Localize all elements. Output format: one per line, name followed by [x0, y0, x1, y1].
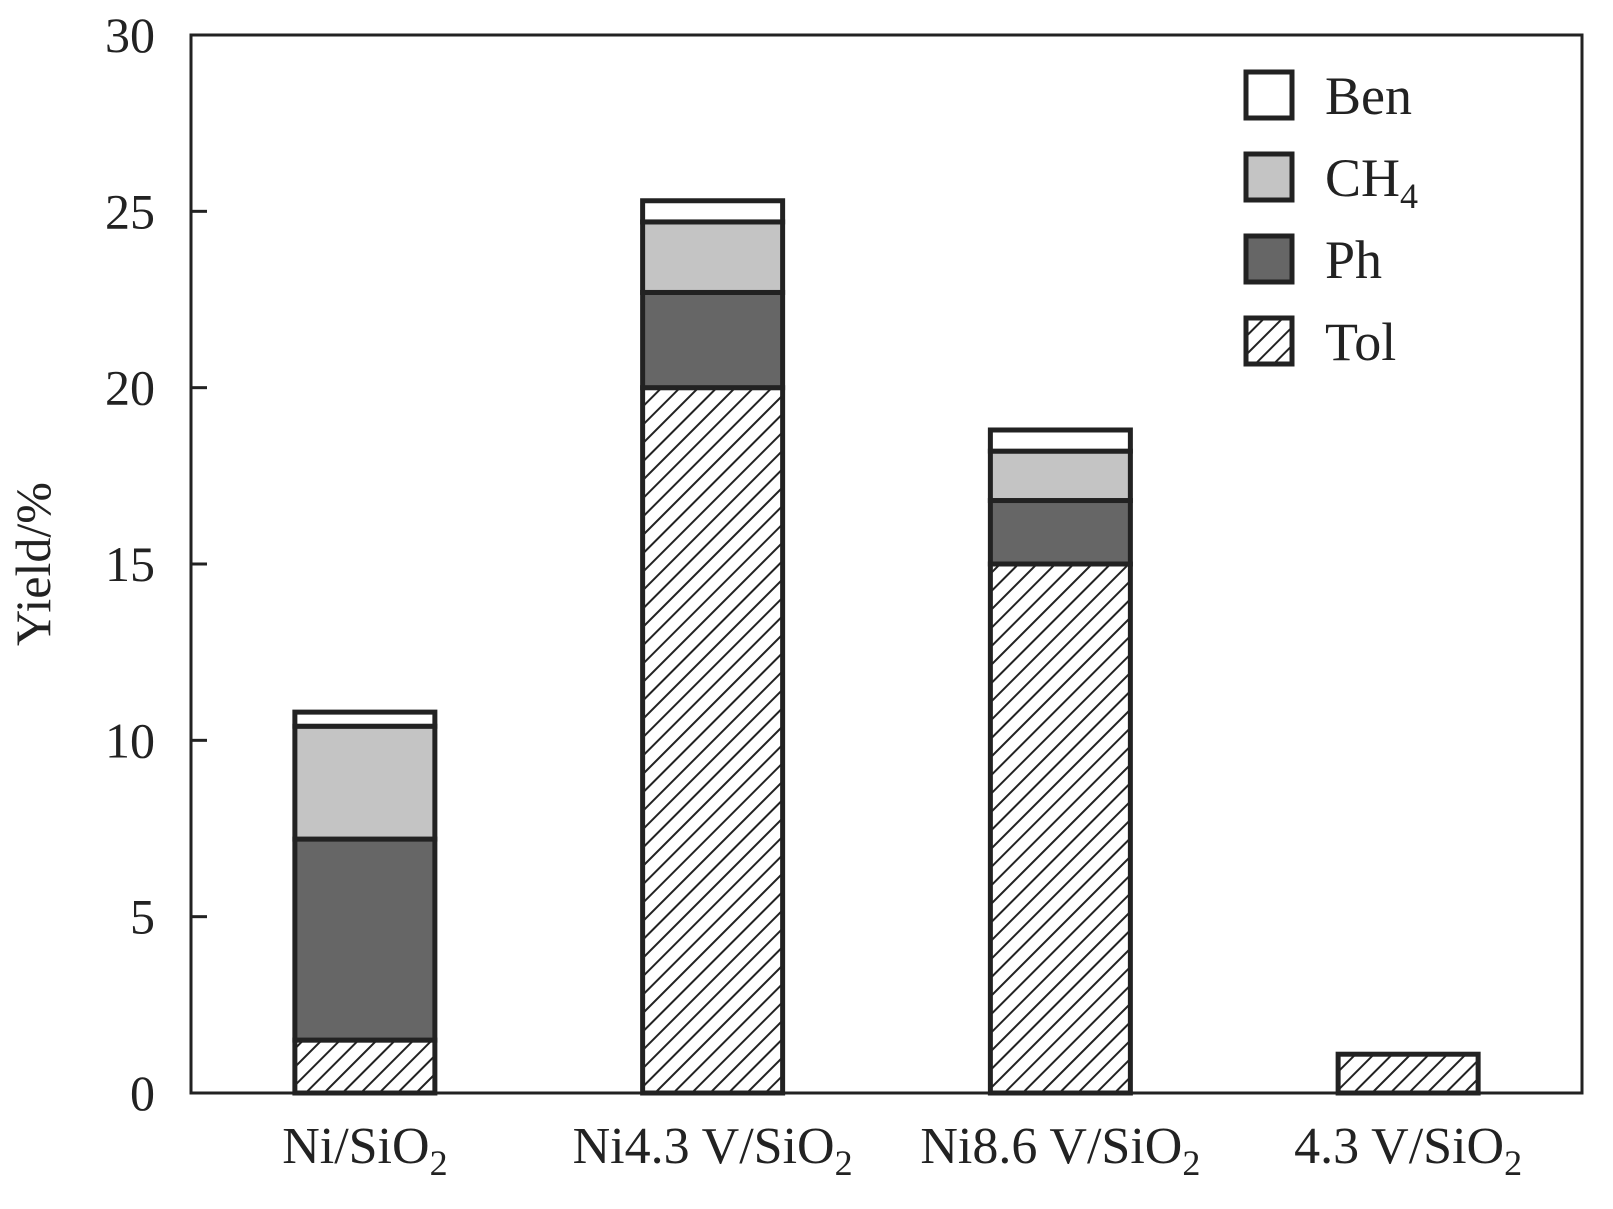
legend-swatch [1243, 151, 1295, 203]
y-tick-label: 10 [105, 712, 155, 768]
y-tick-label: 15 [105, 536, 155, 592]
y-tick-label: 20 [105, 360, 155, 416]
legend-label: Ph [1325, 230, 1382, 290]
bar-segment-ch4 [640, 219, 786, 295]
legend-label: Ben [1325, 66, 1412, 126]
legend-swatch [1243, 315, 1295, 367]
legend-label: Tol [1325, 312, 1396, 372]
y-tick-label: 30 [105, 7, 155, 63]
x-tick-label: Ni4.3 V/SiO2 [573, 1118, 853, 1183]
bar-segment-ch4 [987, 448, 1133, 504]
y-axis-ticks: 0 5 10 15 20 25 30 [105, 7, 207, 1121]
y-axis-title: Yield/% [5, 482, 61, 646]
x-axis-labels: Ni/SiO2 Ni4.3 V/SiO2 Ni8.6 V/SiO2 4.3 V/SiO… [282, 1118, 1522, 1183]
legend-swatch [1243, 69, 1295, 121]
bar-segment-tol [292, 1037, 438, 1096]
x-tick-label: Ni/SiO2 [282, 1118, 447, 1183]
y-tick-label: 5 [130, 889, 155, 945]
bar-segment-tol [640, 385, 786, 1096]
bar-segment-ch4 [292, 723, 438, 842]
y-tick-label: 0 [130, 1065, 155, 1121]
y-tick-label: 25 [105, 183, 155, 239]
bars-group [292, 198, 1481, 1096]
legend-label: CH4 [1325, 148, 1418, 216]
bar-segment-ph [987, 498, 1133, 567]
x-tick-label: Ni8.6 V/SiO2 [920, 1118, 1200, 1183]
legend-swatch [1243, 233, 1295, 285]
bar-segment-ben [640, 198, 786, 225]
x-tick-label: 4.3 V/SiO2 [1294, 1118, 1522, 1183]
bar-segment-tol [987, 561, 1133, 1096]
plot-frame [189, 33, 1584, 1095]
legend: Ben CH4 Ph Tol [1243, 66, 1418, 372]
bar-segment-ph [292, 836, 438, 1043]
bar-segment-ph [640, 289, 786, 391]
bar-segment-tol [1335, 1051, 1481, 1096]
bar-segment-ben [987, 427, 1133, 454]
bar-segment-ben [292, 709, 438, 729]
